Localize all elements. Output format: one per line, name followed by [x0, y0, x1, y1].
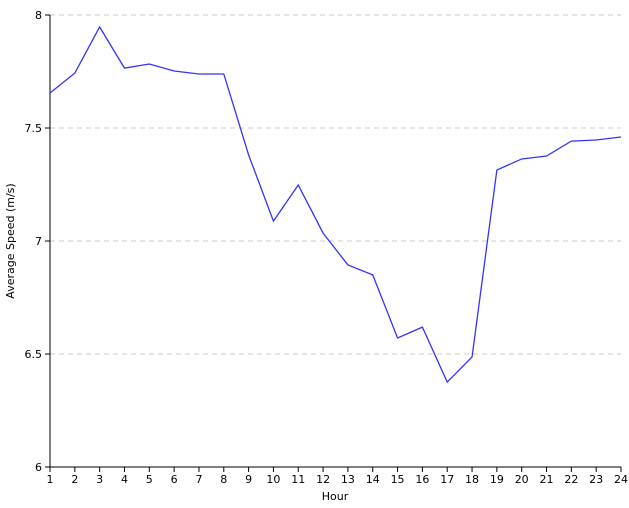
y-tick-label: 8: [35, 9, 42, 22]
x-tick-label: 14: [366, 473, 380, 486]
x-tick-label: 2: [71, 473, 78, 486]
x-tick-label: 13: [341, 473, 355, 486]
x-tick-label: 10: [266, 473, 280, 486]
x-tick-label: 16: [415, 473, 429, 486]
x-tick-label: 4: [121, 473, 128, 486]
x-tick-label: 20: [515, 473, 529, 486]
x-tick-label: 12: [316, 473, 330, 486]
y-tick-label: 6.5: [25, 348, 43, 361]
x-tick-label: 18: [465, 473, 479, 486]
x-tick-label: 24: [614, 473, 628, 486]
x-tick-label: 19: [490, 473, 504, 486]
x-tick-label: 5: [146, 473, 153, 486]
y-tick-label: 7: [35, 235, 42, 248]
x-tick-label: 7: [195, 473, 202, 486]
x-tick-label: 17: [440, 473, 454, 486]
x-tick-label: 8: [220, 473, 227, 486]
y-axis-label: Average Speed (m/s): [4, 183, 17, 298]
x-tick-label: 3: [96, 473, 103, 486]
y-tick-label: 7.5: [25, 122, 43, 135]
x-tick-label: 9: [245, 473, 252, 486]
y-tick-label: 6: [35, 461, 42, 474]
x-tick-label: 11: [291, 473, 305, 486]
x-axis-label: Hour: [322, 490, 349, 503]
data-line: [49, 25, 622, 384]
x-tick-label: 22: [564, 473, 578, 486]
x-tick-label: 15: [391, 473, 405, 486]
x-tick-label: 21: [540, 473, 554, 486]
x-tick-label: 1: [47, 473, 54, 486]
x-tick-label: 23: [589, 473, 603, 486]
x-tick-label: 6: [171, 473, 178, 486]
